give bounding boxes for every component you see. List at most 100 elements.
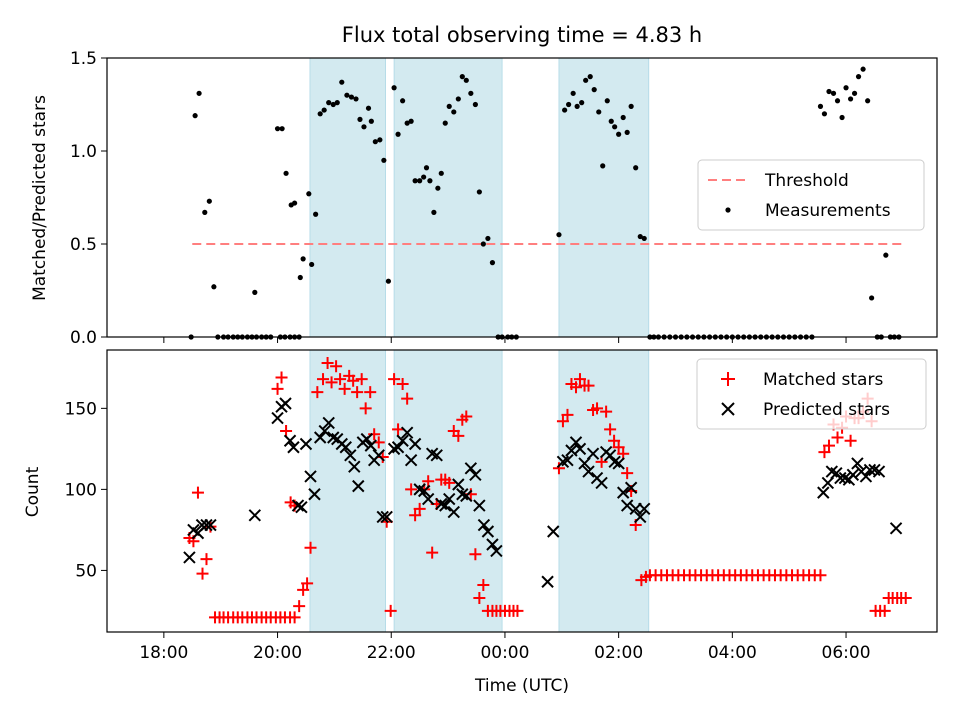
predicted-star-point (608, 455, 621, 469)
predicted-star-point (308, 488, 321, 501)
measurement-point (485, 235, 491, 242)
measurement-point (252, 289, 258, 295)
measurement-point (365, 105, 372, 111)
matched-star-point (359, 402, 372, 415)
ratio-legend-box (697, 159, 925, 231)
predicted-star-point (851, 457, 864, 470)
matched-star-point (452, 429, 465, 442)
predicted-star-point (295, 500, 308, 514)
matched-star-point (301, 577, 314, 590)
matched-star-point (311, 386, 324, 399)
measurement-point (821, 111, 828, 117)
predicted-star-point (404, 453, 418, 467)
legend-measurements-label: Measurements (765, 201, 891, 221)
measurement-point (202, 209, 208, 215)
y-tick-label: 50 (75, 561, 97, 581)
matched-star-point (552, 462, 565, 475)
predicted-star-point (817, 486, 830, 499)
measurement-point (279, 126, 285, 132)
measurement-point (344, 92, 350, 98)
matched-star-point (612, 441, 625, 454)
measurement-point (408, 118, 414, 124)
predicted-star-point (464, 462, 478, 475)
matched-star-point (325, 376, 338, 389)
measurement-point (641, 235, 647, 242)
predicted-star-point (327, 431, 340, 444)
measurement-point (472, 101, 478, 108)
measurement-point (855, 74, 862, 80)
measurement-point (587, 74, 593, 80)
predicted-star-point (541, 575, 554, 588)
matched-star-point (511, 604, 524, 617)
matched-star-point (422, 475, 435, 488)
measurement-point (368, 118, 374, 124)
measurement-point (556, 232, 562, 238)
measurement-point (330, 101, 336, 108)
legend-matched-swatch (721, 372, 735, 386)
predicted-star-point (318, 424, 331, 438)
measurement-point (612, 124, 618, 130)
measurement-point (468, 90, 474, 96)
matched-star-point (469, 548, 482, 561)
measurement-point (451, 109, 457, 115)
y-tick-label: 100 (65, 480, 97, 500)
predicted-star-point (372, 449, 385, 462)
matched-star-point (347, 374, 360, 387)
predicted-star-point (859, 470, 873, 483)
predicted-star-point (313, 431, 327, 444)
predicted-star-point (452, 478, 465, 491)
measurement-points (188, 66, 902, 340)
measurement-point (839, 114, 845, 121)
predicted-star-point (283, 434, 297, 447)
predicted-star-point (200, 518, 213, 532)
ratio-y-axis: 0.0 0.5 1.0 1.5 (70, 49, 107, 348)
measurement-point (860, 66, 866, 72)
ratio-panel-frame (106, 57, 938, 338)
predicted-star-point (304, 470, 317, 483)
measurement-point (353, 96, 359, 102)
predicted-star-point (595, 476, 608, 490)
count-points (183, 356, 912, 624)
measurement-point (321, 107, 327, 113)
matched-star-point (608, 434, 621, 447)
legend-measurements-swatch (725, 207, 731, 213)
predicted-star-point (183, 551, 196, 564)
measurement-point (633, 165, 639, 171)
predicted-star-point (364, 439, 377, 452)
matched-star-point (413, 502, 426, 515)
count-x-axis: 18:00 20:00 22:00 00:00 02:00 04:00 06:00 (139, 632, 871, 663)
measurement-point (834, 98, 841, 104)
measurement-point (851, 90, 858, 96)
predicted-star-point (460, 489, 473, 503)
matched-star-point (355, 373, 368, 386)
matched-star-point (204, 520, 217, 533)
legend-matched-label: Matched stars (763, 370, 883, 390)
measurement-point (283, 170, 289, 176)
measurement-point (326, 100, 332, 106)
measurement-point (446, 103, 452, 109)
matched-star-point (591, 402, 604, 415)
matched-star-point (405, 483, 418, 496)
predicted-star-point (352, 479, 365, 493)
measurement-point (348, 94, 355, 100)
measurement-point (423, 165, 430, 171)
matched-star-point (473, 591, 486, 604)
measurement-point (817, 103, 824, 109)
measurement-point (624, 129, 630, 135)
measurement-point (306, 191, 312, 197)
matched-star-point (561, 408, 574, 421)
predicted-star-point (569, 436, 583, 449)
matched-star-point (409, 509, 422, 522)
measurement-point (637, 233, 643, 240)
legend-threshold-label: Threshold (764, 171, 849, 191)
predicted-star-point (573, 442, 587, 456)
x-axis-label: Time (UTC) (474, 676, 569, 696)
measurement-point (604, 98, 610, 104)
predicted-star-point (838, 471, 852, 485)
predicted-star-point (634, 510, 647, 524)
measurement-point (381, 157, 387, 163)
measurement-point (463, 77, 469, 83)
predicted-star-point (469, 468, 482, 482)
measurement-point (300, 256, 306, 262)
